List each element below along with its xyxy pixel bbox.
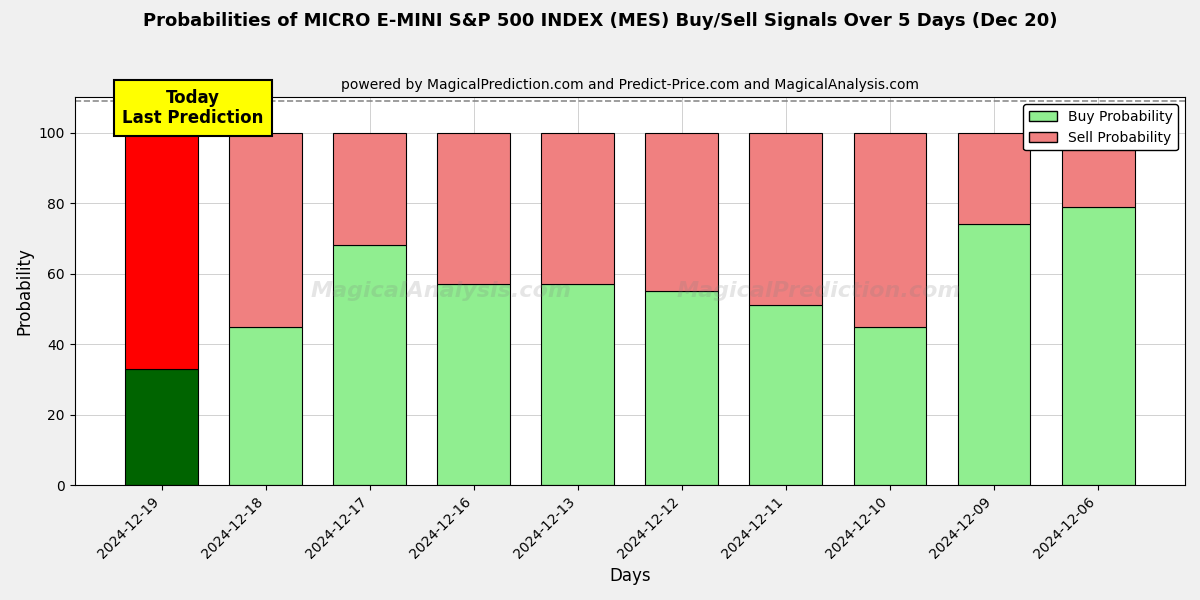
Bar [437,284,510,485]
Bar [958,133,1031,224]
Legend: Buy Probability, Sell Probability: Buy Probability, Sell Probability [1024,104,1178,151]
Bar [334,133,406,245]
Bar [853,326,926,485]
Title: powered by MagicalPrediction.com and Predict-Price.com and MagicalAnalysis.com: powered by MagicalPrediction.com and Pre… [341,78,919,92]
Bar [229,133,302,326]
Text: Probabilities of MICRO E-MINI S&P 500 INDEX (MES) Buy/Sell Signals Over 5 Days (: Probabilities of MICRO E-MINI S&P 500 IN… [143,12,1057,30]
Bar [646,291,719,485]
Bar [853,133,926,326]
Bar [125,369,198,485]
Bar [541,284,614,485]
Bar [750,133,822,305]
Text: MagicalAnalysis.com: MagicalAnalysis.com [311,281,571,301]
Bar [334,245,406,485]
Bar [646,133,719,291]
Bar [1062,206,1134,485]
Text: MagicalPrediction.com: MagicalPrediction.com [677,281,961,301]
Bar [541,133,614,284]
Bar [125,133,198,369]
X-axis label: Days: Days [610,567,650,585]
Y-axis label: Probability: Probability [16,247,34,335]
Bar [437,133,510,284]
Bar [229,326,302,485]
Bar [958,224,1031,485]
Text: Today
Last Prediction: Today Last Prediction [122,89,264,127]
Bar [1062,133,1134,206]
Bar [750,305,822,485]
